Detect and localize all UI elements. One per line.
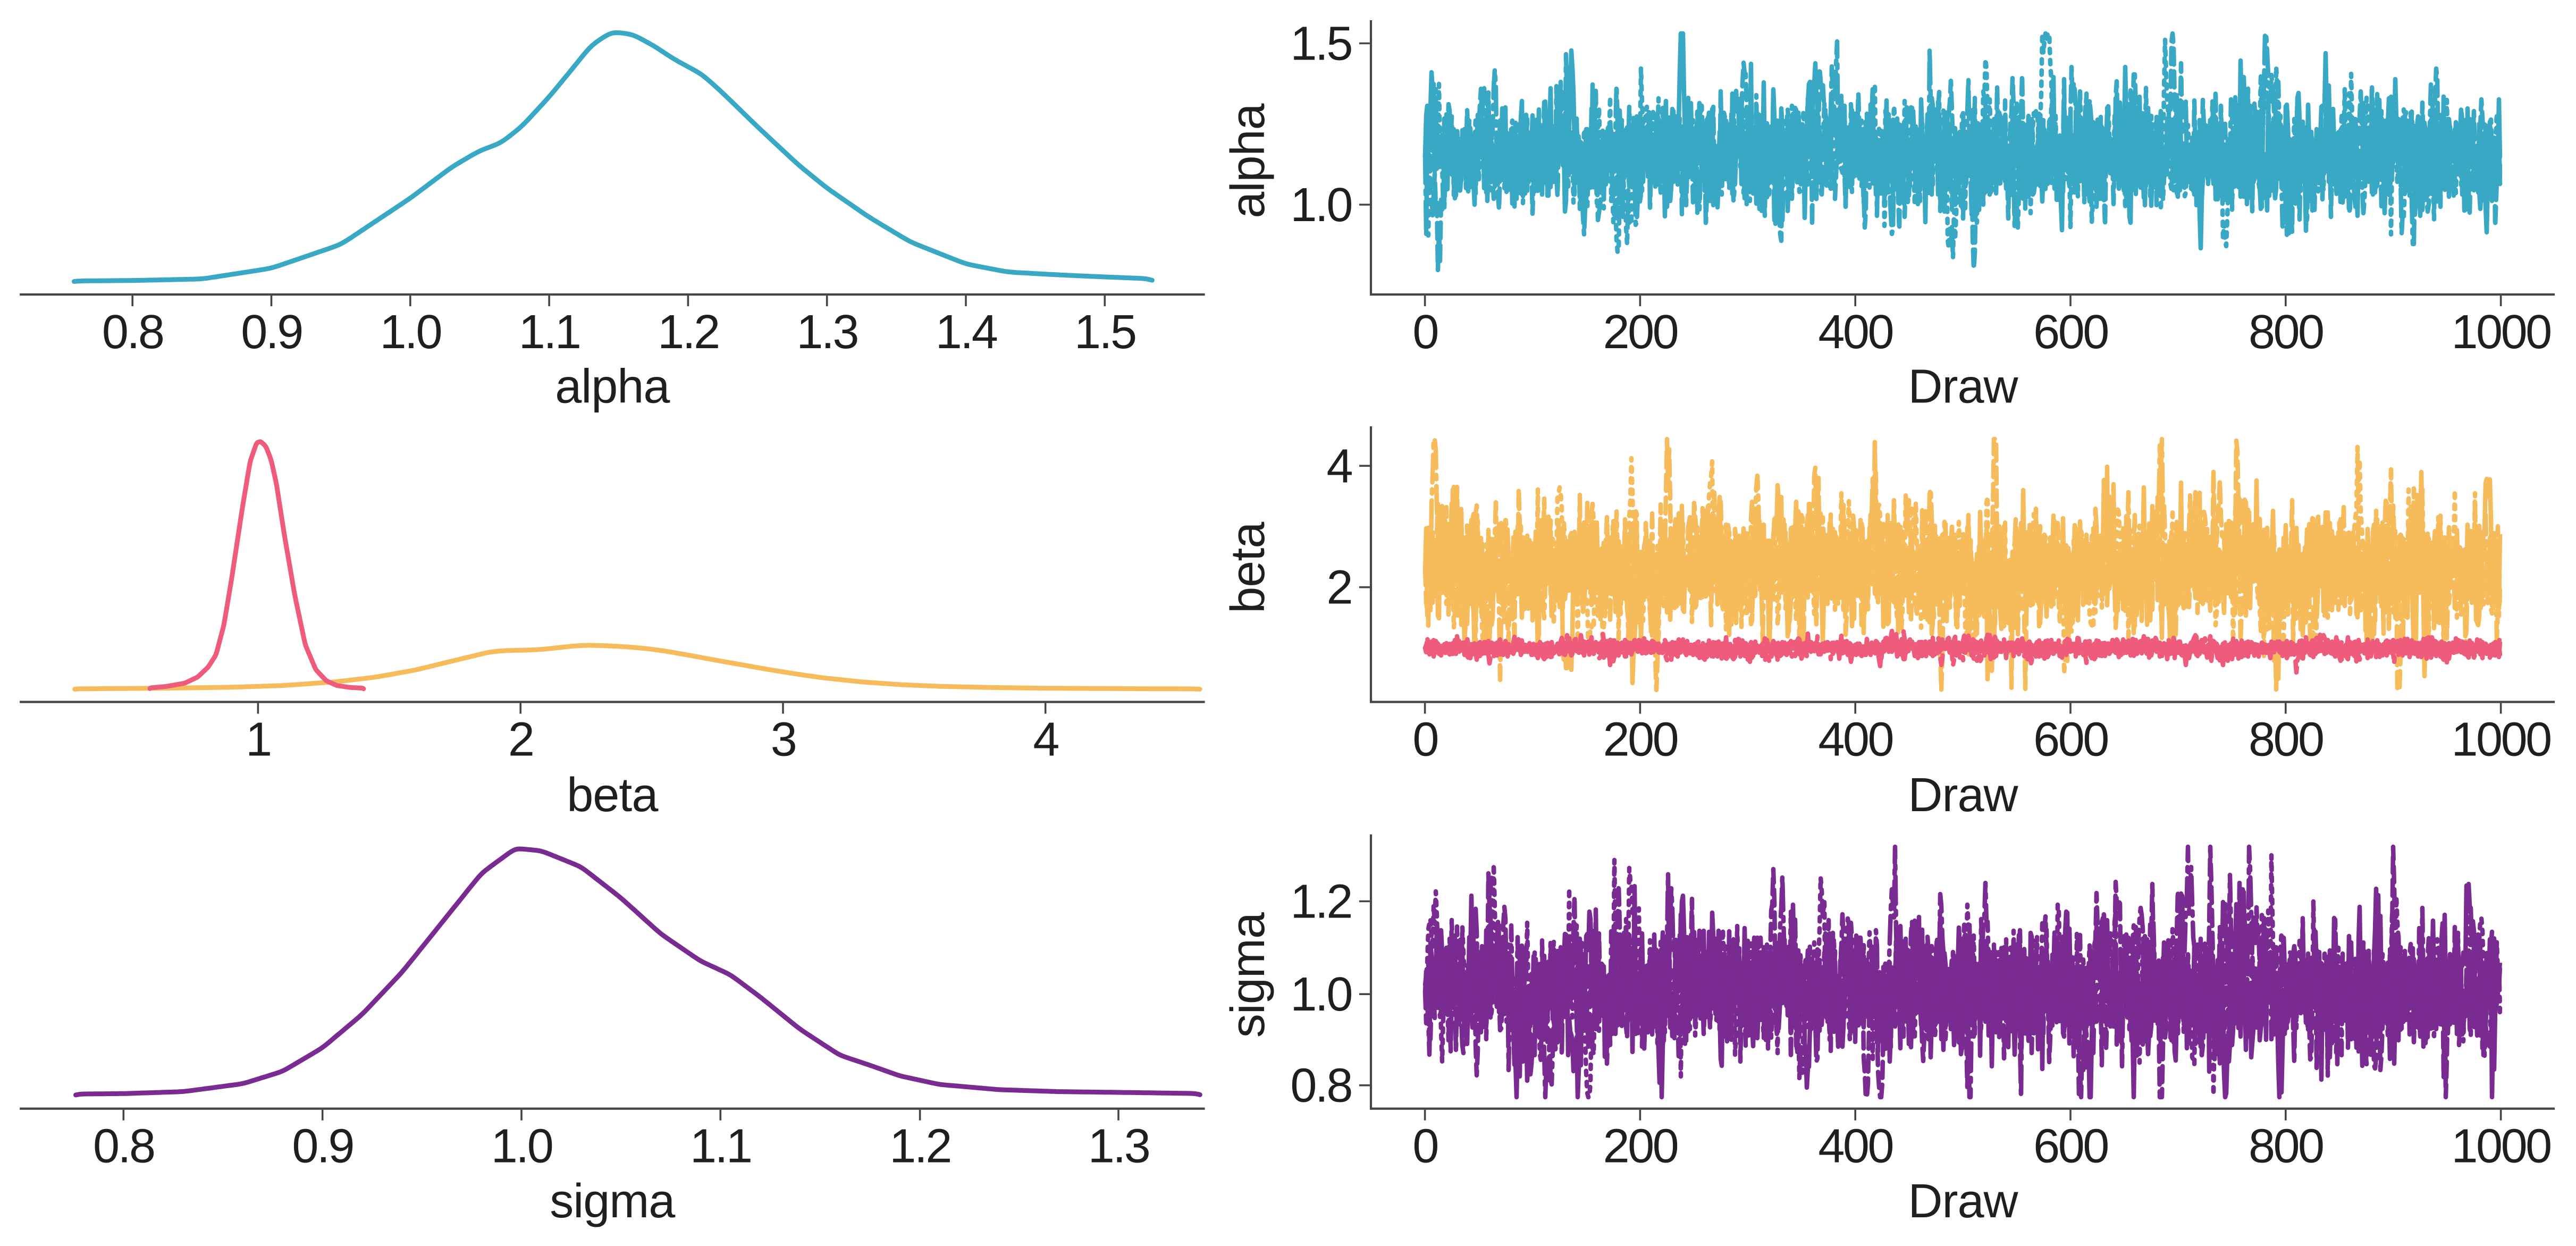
svg-text:4: 4 xyxy=(1033,713,1058,767)
svg-text:2: 2 xyxy=(508,713,533,767)
svg-text:200: 200 xyxy=(1603,306,1678,359)
svg-text:1.5: 1.5 xyxy=(1290,18,1351,71)
svg-text:2: 2 xyxy=(1326,561,1351,614)
svg-text:beta: beta xyxy=(1222,521,1275,613)
svg-text:4: 4 xyxy=(1326,440,1352,493)
svg-text:1.0: 1.0 xyxy=(491,1120,552,1173)
svg-text:0: 0 xyxy=(1412,306,1437,359)
svg-text:800: 800 xyxy=(2249,713,2323,767)
svg-text:sigma: sigma xyxy=(1222,912,1275,1038)
svg-text:400: 400 xyxy=(1818,1120,1892,1173)
svg-text:600: 600 xyxy=(2033,306,2108,359)
svg-text:Draw: Draw xyxy=(1908,1175,2018,1228)
svg-text:1.0: 1.0 xyxy=(1290,968,1351,1021)
svg-text:0.9: 0.9 xyxy=(292,1120,353,1173)
svg-text:0.8: 0.8 xyxy=(102,306,163,359)
svg-text:1: 1 xyxy=(246,713,271,767)
svg-text:200: 200 xyxy=(1603,1120,1678,1173)
svg-text:0: 0 xyxy=(1412,713,1437,767)
svg-text:1.3: 1.3 xyxy=(1088,1120,1149,1173)
svg-text:600: 600 xyxy=(2033,1120,2108,1173)
svg-text:1.0: 1.0 xyxy=(380,306,441,359)
svg-text:200: 200 xyxy=(1603,713,1678,767)
svg-text:0.9: 0.9 xyxy=(241,306,302,359)
svg-text:3: 3 xyxy=(771,713,796,767)
svg-text:0.8: 0.8 xyxy=(93,1120,154,1173)
svg-text:400: 400 xyxy=(1818,713,1892,767)
svg-text:600: 600 xyxy=(2033,713,2108,767)
svg-text:1.5: 1.5 xyxy=(1074,306,1135,359)
svg-text:1.2: 1.2 xyxy=(1290,875,1351,929)
svg-text:1.0: 1.0 xyxy=(1290,179,1351,232)
svg-text:alpha: alpha xyxy=(555,360,670,414)
svg-text:1.1: 1.1 xyxy=(690,1120,751,1173)
svg-text:0.8: 0.8 xyxy=(1290,1059,1351,1113)
svg-text:alpha: alpha xyxy=(1222,103,1275,218)
svg-text:Draw: Draw xyxy=(1908,769,2018,822)
svg-text:1.3: 1.3 xyxy=(796,306,857,359)
svg-text:sigma: sigma xyxy=(550,1175,676,1228)
svg-text:1000: 1000 xyxy=(2451,713,2550,767)
svg-text:1000: 1000 xyxy=(2451,306,2550,359)
svg-text:800: 800 xyxy=(2249,1120,2323,1173)
svg-text:Draw: Draw xyxy=(1908,360,2018,414)
svg-text:0: 0 xyxy=(1412,1120,1437,1173)
svg-text:1000: 1000 xyxy=(2451,1120,2550,1173)
svg-text:800: 800 xyxy=(2249,306,2323,359)
svg-text:1.2: 1.2 xyxy=(889,1120,950,1173)
svg-text:1.1: 1.1 xyxy=(519,306,580,359)
svg-text:beta: beta xyxy=(567,769,659,822)
svg-text:1.2: 1.2 xyxy=(658,306,719,359)
svg-text:400: 400 xyxy=(1818,306,1892,359)
svg-text:1.4: 1.4 xyxy=(936,306,997,359)
